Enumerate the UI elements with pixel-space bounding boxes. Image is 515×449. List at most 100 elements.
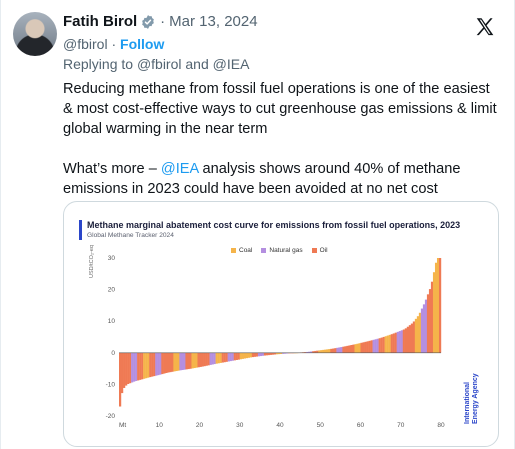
curve-segment (360, 342, 363, 353)
curve-segment (271, 352, 275, 355)
curve-segment (197, 352, 200, 368)
author-name[interactable]: Fatih Birol (63, 13, 138, 30)
curve-segment (227, 352, 230, 362)
x-tick-label: 50 (317, 422, 325, 429)
curve-segment (340, 347, 343, 353)
curve-segment (318, 350, 321, 353)
curve-segment (273, 352, 277, 355)
curve-segment (171, 352, 174, 372)
curve-segment (410, 323, 414, 353)
curve-segment (209, 352, 212, 365)
curve-segment (332, 348, 335, 353)
x-tick-label: 10 (156, 422, 164, 429)
curve-segment (350, 345, 353, 353)
curve-segment (434, 262, 438, 353)
curve-segment (261, 352, 265, 356)
curve-segment (231, 352, 234, 361)
curve-segment (195, 352, 198, 368)
curve-segment (181, 352, 184, 371)
curve-segment (153, 352, 156, 377)
curve-segment (352, 344, 355, 353)
tweet-header: Fatih Birol · Mar 13, 2024 (63, 13, 258, 30)
avatar[interactable] (13, 12, 57, 56)
curve-segment (308, 351, 311, 353)
curve-segment (149, 352, 152, 378)
curve-segment (233, 352, 236, 361)
curve-segment (201, 352, 204, 367)
curve-segment (263, 352, 267, 356)
curve-segment (316, 350, 319, 353)
curve-segment (376, 338, 379, 353)
curve-segment (398, 331, 401, 353)
curve-segment (382, 336, 385, 353)
legend-label-gas: Natural gas (269, 247, 303, 254)
x-tick-label: 40 (276, 422, 284, 429)
tweet-text: Reducing methane from fossil fuel operat… (63, 79, 503, 199)
curve-segment (358, 343, 361, 353)
curve-segment (277, 352, 281, 355)
author-handle[interactable]: @fbirol (63, 36, 108, 52)
reply-user-2[interactable]: @IEA (212, 56, 250, 72)
curve-segment (368, 340, 371, 353)
mention-iea[interactable]: @IEA (160, 161, 199, 177)
x-tick-label: 70 (397, 422, 405, 429)
paragraph-2-end: analysis shows around 40% of methane emi… (63, 161, 461, 197)
reply-and: and (185, 56, 209, 72)
curve-segment (163, 352, 166, 374)
curve-segment (324, 349, 327, 353)
handle-separator: · (111, 36, 117, 52)
curve-segment (177, 352, 180, 371)
curve-segment (267, 352, 271, 356)
iea-logo: International Energy Agency (464, 373, 479, 424)
chart-title-accent (79, 220, 82, 240)
curve-segment (175, 352, 178, 372)
chart-legend: Coal Natural gas Oil (231, 247, 328, 254)
curve-segment (430, 281, 434, 353)
curve-segment (380, 337, 383, 353)
curve-segment (312, 351, 315, 353)
curve-segment (306, 351, 309, 353)
legend-swatch-gas (261, 248, 267, 253)
curve-segment (269, 352, 273, 355)
curve-segment (402, 329, 405, 353)
y-tick-label: -10 (106, 381, 116, 388)
curve-segment (265, 352, 269, 356)
curve-segment (223, 352, 226, 363)
tweet-date[interactable]: Mar 13, 2024 (169, 13, 258, 30)
curve-segment (239, 352, 242, 360)
date-separator: · (160, 13, 166, 30)
curve-segment (408, 325, 412, 353)
curve-segment (275, 352, 279, 355)
curve-segment (133, 352, 136, 382)
curve-segment (211, 352, 214, 365)
curve-segment (328, 349, 331, 353)
reply-user-1[interactable]: @fbirol (136, 56, 182, 72)
curve-segment (161, 352, 164, 375)
curve-segment (247, 352, 251, 358)
curve-segment (129, 352, 132, 384)
legend-item-coal: Coal (231, 247, 252, 254)
curve-segment (322, 349, 325, 353)
tweet-paragraph-1: Reducing methane from fossil fuel operat… (63, 81, 497, 137)
curve-segment (390, 334, 393, 353)
x-logo-icon[interactable] (474, 16, 496, 38)
curve-segment (370, 340, 373, 353)
curve-segment (259, 352, 263, 357)
curve-segment (282, 352, 285, 354)
curve-segment (414, 318, 418, 353)
x-tick-label: 30 (236, 422, 244, 429)
follow-button[interactable]: Follow (120, 36, 165, 52)
curve-segment (221, 352, 224, 363)
curve-segment (173, 352, 176, 372)
curve-segment (253, 352, 257, 357)
curve-segment (424, 299, 428, 353)
curve-segment (155, 352, 158, 376)
curve-segment (257, 352, 261, 357)
curve-segment (346, 345, 349, 353)
curve-segment (372, 339, 375, 353)
x-tick-label: 20 (196, 422, 204, 429)
curve-segment (342, 346, 345, 353)
chart-image[interactable]: Methane marginal abatement cost curve fo… (63, 201, 499, 447)
